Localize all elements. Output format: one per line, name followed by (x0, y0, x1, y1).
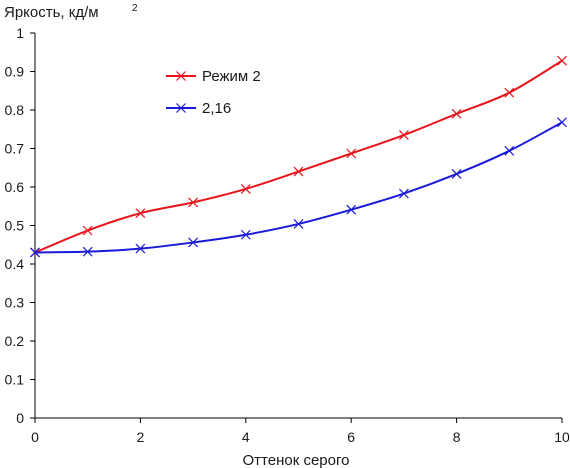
series-2-point (30, 247, 40, 258)
marker-stroke (135, 243, 146, 254)
marker-stroke (398, 130, 409, 140)
series-1-point (398, 130, 409, 140)
x-tick-label: 2 (137, 429, 145, 445)
marker-stroke (504, 87, 515, 98)
marker-stroke (176, 103, 186, 113)
series-2 (30, 117, 567, 258)
marker-stroke (398, 188, 409, 199)
series-2-point (346, 204, 357, 215)
y-tick-label: 0.8 (5, 102, 25, 118)
marker-stroke (504, 145, 515, 156)
y-tick-label: 0 (16, 410, 24, 426)
marker-stroke (293, 219, 304, 229)
marker-stroke (451, 168, 462, 179)
x-tick-label: 0 (31, 429, 39, 445)
marker-stroke (240, 229, 251, 240)
marker-stroke (557, 55, 567, 66)
x-tick-label: 4 (242, 429, 250, 445)
series-1-point (451, 108, 462, 119)
y-tick-label: 0.2 (5, 333, 25, 349)
series-2-point (135, 243, 146, 254)
series-2-point (188, 237, 199, 248)
series-2-point (398, 188, 409, 199)
marker-stroke (188, 237, 199, 248)
y-tick-label: 0.1 (5, 372, 25, 388)
marker-stroke (82, 225, 93, 236)
marker-stroke (188, 197, 199, 208)
x-tick-label: 6 (347, 429, 355, 445)
y-axis-title-superscript: 2 (132, 3, 138, 14)
series-1-point (135, 208, 146, 219)
series-1-point (240, 184, 251, 194)
legend-marker (176, 71, 186, 81)
x-axis-title: Оттенок серого (243, 452, 350, 468)
series-2-line (34, 121, 563, 254)
marker-stroke (346, 148, 357, 159)
axes (34, 33, 562, 419)
series-2-point (557, 117, 567, 128)
x-tick-label: 8 (453, 429, 461, 445)
marker-stroke (30, 247, 40, 258)
series-2-point (504, 145, 515, 156)
series-1-point (82, 225, 93, 236)
series-2-point (82, 246, 93, 257)
y-axis-title: Яркость, кд/м (4, 4, 99, 21)
y-tick-label: 1 (16, 25, 24, 41)
legend-label: 2,16 (202, 100, 231, 117)
legend-item: 2,16 (166, 100, 231, 117)
marker-stroke (293, 166, 304, 177)
marker-stroke (451, 108, 462, 119)
series-layer (30, 55, 567, 258)
series-2-point (451, 168, 462, 179)
series-2-point (240, 229, 251, 240)
legend-label: Режим 2 (202, 68, 261, 85)
series-1-point (346, 148, 357, 159)
legend-marker (176, 103, 186, 113)
y-tick-label: 0.7 (5, 141, 25, 157)
marker-stroke (557, 117, 567, 128)
legend: Режим 2 2,16 (166, 68, 261, 117)
marker-stroke (346, 204, 357, 215)
legend-item: Режим 2 (166, 68, 261, 85)
series-2-point (293, 219, 304, 229)
marker-stroke (82, 246, 93, 257)
y-tick-label: 0.3 (5, 295, 25, 311)
marker-stroke (176, 71, 186, 81)
y-tick-label: 0.9 (5, 64, 25, 80)
y-tick-label: 0.6 (5, 179, 25, 195)
y-tick-label: 0.5 (5, 218, 25, 234)
series-1-point (557, 55, 567, 66)
x-tick-label: 10 (554, 429, 570, 445)
marker-stroke (240, 184, 251, 194)
series-1-point (504, 87, 515, 98)
y-ticks: 0 0.1 0.2 0.3 0.4 0.5 0.6 0.7 0.8 0.9 1 (5, 25, 35, 426)
series-1 (30, 55, 567, 258)
x-ticks: 0 2 4 6 8 10 (31, 418, 570, 445)
series-1-point (188, 197, 199, 208)
marker-stroke (135, 208, 146, 219)
series-1-point (293, 166, 304, 177)
y-tick-label: 0.4 (5, 256, 25, 272)
